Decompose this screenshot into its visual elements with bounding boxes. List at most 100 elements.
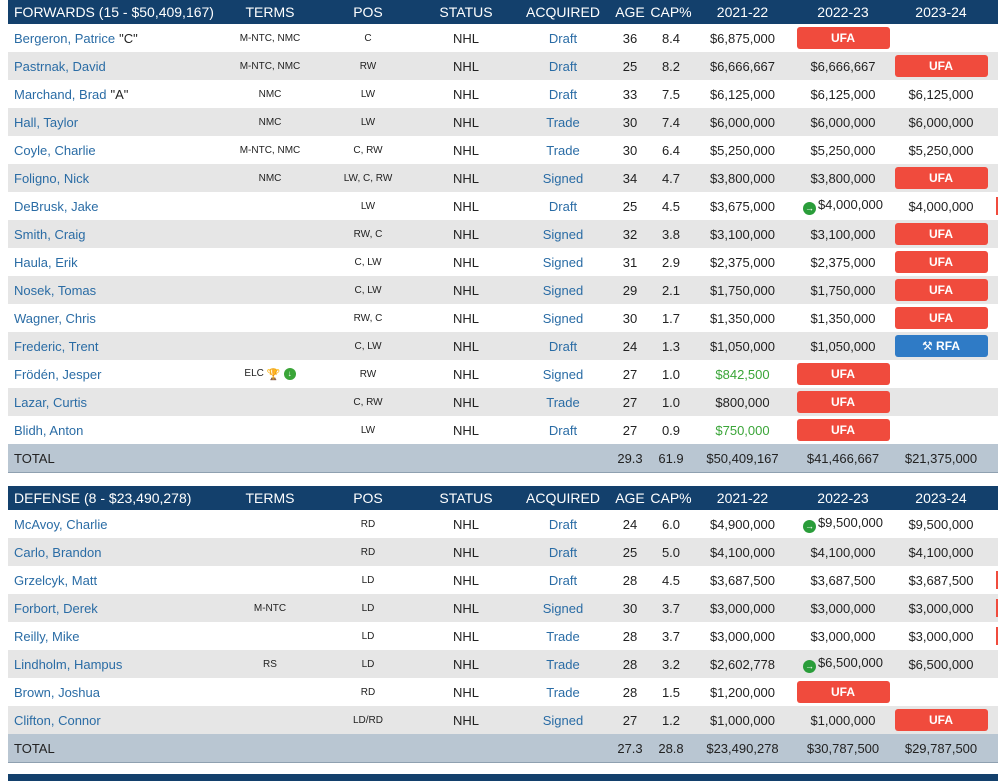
ufa-badge[interactable]: UFA (894, 709, 988, 731)
acquired-link[interactable]: Signed (542, 712, 584, 728)
table-row: Nosek, Tomas C, LW NHL Signed 29 2.1 $1,750,00… (8, 276, 998, 304)
col-pos[interactable]: POS (353, 4, 383, 20)
player-name-link[interactable]: Lindholm, Hampus (14, 656, 123, 672)
ufa-badge[interactable]: UFA (894, 55, 988, 77)
salary-2021-22-cell: $750,000 (692, 423, 793, 438)
player-name-link[interactable]: Coyle, Charlie (14, 142, 96, 158)
extension-arrow-icon: → (802, 202, 816, 215)
col-acquired[interactable]: ACQUIRED (526, 4, 600, 20)
acquired-link[interactable]: Trade (546, 114, 580, 130)
total-cap: 61.9 (658, 450, 684, 466)
ufa-badge[interactable]: UFA (796, 419, 890, 441)
salary-value: $3,000,000 (908, 600, 974, 616)
ufa-badge[interactable]: UFA (796, 391, 890, 413)
col-2021-22[interactable]: 2021-22 (716, 490, 769, 506)
player-name-link[interactable]: Blidh, Anton (14, 422, 84, 438)
ufa-badge[interactable]: UFA (894, 223, 988, 245)
acquired-link[interactable]: Draft (548, 198, 578, 214)
col-2023-24[interactable]: 2023-24 (915, 490, 967, 506)
acquired-link[interactable]: Signed (542, 254, 584, 270)
acquired-link[interactable]: Trade (546, 656, 580, 672)
col-status[interactable]: STATUS (439, 4, 493, 20)
col-cap[interactable]: CAP% (650, 490, 692, 506)
acquired-cell: Signed (516, 713, 610, 728)
acquired-link[interactable]: Signed (542, 600, 584, 616)
ufa-badge[interactable]: UFA (894, 167, 988, 189)
acquired-link[interactable]: Signed (542, 226, 584, 242)
player-name-link[interactable]: DeBrusk, Jake (14, 198, 99, 214)
col-pos[interactable]: POS (353, 490, 383, 506)
col-age[interactable]: AGE (615, 4, 645, 20)
player-name-link[interactable]: Pastrnak, David (14, 58, 106, 74)
salary-2021-22-cell: $3,000,000 (692, 629, 793, 644)
player-name-link[interactable]: McAvoy, Charlie (14, 516, 108, 532)
next-season-edge-marker (996, 571, 998, 589)
ufa-badge[interactable]: UFA (894, 307, 988, 329)
player-name-link[interactable]: Forbort, Derek (14, 600, 98, 616)
extension-arrow-icon: → (802, 660, 816, 673)
player-name-link[interactable]: Carlo, Brandon (14, 544, 102, 560)
acquired-link[interactable]: Trade (546, 628, 580, 644)
badge-label: UFA (929, 283, 953, 297)
acquired-link[interactable]: Draft (548, 544, 578, 560)
salary-2022-23-cell: $1,000,000 (793, 713, 893, 728)
col-acquired[interactable]: ACQUIRED (526, 490, 600, 506)
ufa-badge[interactable]: UFA (796, 27, 890, 49)
acquired-link[interactable]: Draft (548, 572, 578, 588)
player-name-link[interactable]: Smith, Craig (14, 226, 86, 242)
acquired-link[interactable]: Signed (542, 310, 584, 326)
cap-pct-cell: 2.1 (661, 282, 681, 298)
ufa-badge[interactable]: UFA (796, 681, 890, 703)
acquired-link[interactable]: Trade (546, 394, 580, 410)
acquired-link[interactable]: Draft (548, 338, 578, 354)
col-2021-22[interactable]: 2021-22 (716, 4, 769, 20)
salary-2023-24-cell: UFA (893, 55, 989, 77)
player-name-link[interactable]: Brown, Joshua (14, 684, 100, 700)
acquired-link[interactable]: Trade (546, 684, 580, 700)
cap-pct-cell: 7.5 (661, 86, 681, 102)
player-name-link[interactable]: Bergeron, Patrice (14, 30, 116, 46)
col-2022-23[interactable]: 2022-23 (817, 490, 869, 506)
acquired-link[interactable]: Draft (548, 86, 578, 102)
player-name-link[interactable]: Lazar, Curtis (14, 394, 87, 410)
rfa-badge[interactable]: ⚒ RFA (894, 335, 988, 357)
col-2023-24[interactable]: 2023-24 (915, 4, 967, 20)
acquired-link[interactable]: Signed (542, 170, 584, 186)
badge-label: UFA (831, 423, 855, 437)
col-terms[interactable]: TERMS (245, 490, 295, 506)
terms-cell: M-NTC, NMC (220, 33, 320, 44)
player-name-link[interactable]: Frederic, Trent (14, 338, 99, 354)
player-name-link[interactable]: Clifton, Connor (14, 712, 101, 728)
cap-pct-cell: 6.0 (661, 516, 681, 532)
player-name-link[interactable]: Wagner, Chris (14, 310, 96, 326)
acquired-link[interactable]: Draft (548, 30, 578, 46)
player-name-link[interactable]: Hall, Taylor (14, 114, 79, 130)
terms-value: M-NTC (253, 602, 287, 614)
player-name-link[interactable]: Reilly, Mike (14, 628, 80, 644)
player-name-link[interactable]: Grzelcyk, Matt (14, 572, 98, 588)
player-name-link[interactable]: Nosek, Tomas (14, 282, 97, 298)
acquired-link[interactable]: Draft (548, 58, 578, 74)
col-terms[interactable]: TERMS (245, 4, 295, 20)
acquired-link[interactable]: Signed (542, 282, 584, 298)
player-name-link[interactable]: Foligno, Nick (14, 170, 90, 186)
ufa-badge[interactable]: UFA (796, 363, 890, 385)
col-age[interactable]: AGE (615, 490, 645, 506)
acquired-link[interactable]: Draft (548, 516, 578, 532)
ufa-badge[interactable]: UFA (894, 251, 988, 273)
player-cell: Grzelcyk, Matt (8, 573, 220, 588)
col-cap[interactable]: CAP% (650, 4, 692, 20)
player-name-link[interactable]: Marchand, Brad (14, 86, 107, 102)
salary-value: $4,000,000 (908, 198, 974, 214)
next-season-edge-marker (996, 197, 998, 215)
player-cell: Lazar, Curtis (8, 395, 220, 410)
status-cell: NHL (452, 600, 479, 616)
player-name-link[interactable]: Haula, Erik (14, 254, 78, 270)
acquired-link[interactable]: Signed (542, 366, 584, 382)
col-2022-23[interactable]: 2022-23 (817, 4, 869, 20)
acquired-link[interactable]: Draft (548, 422, 578, 438)
ufa-badge[interactable]: UFA (894, 279, 988, 301)
acquired-link[interactable]: Trade (546, 142, 580, 158)
player-name-link[interactable]: Frödén, Jesper (14, 366, 102, 382)
col-status[interactable]: STATUS (439, 490, 493, 506)
